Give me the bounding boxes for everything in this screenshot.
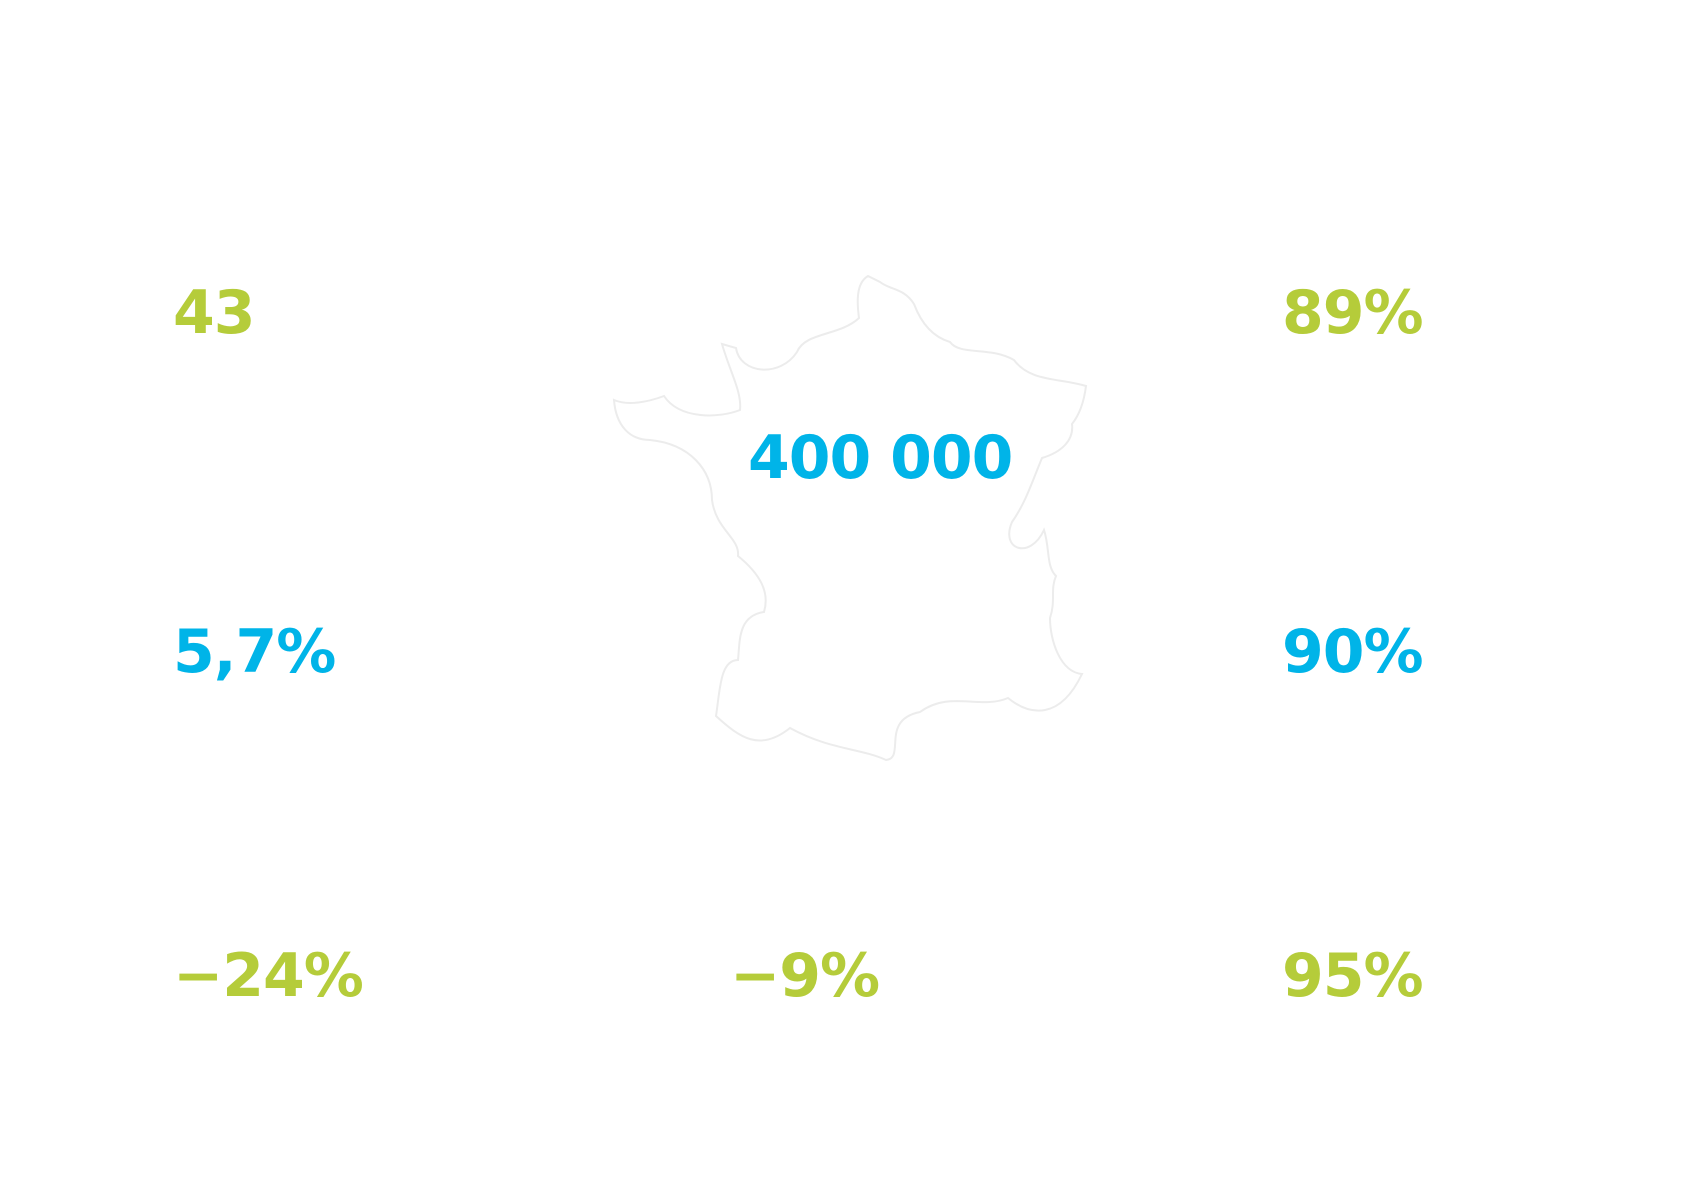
stat-value: 90% [1282,617,1423,687]
stat-value: 89% [1282,278,1423,348]
stats: 43 89% 400 000 5,7% 90% −24% −9% 95% [173,278,1424,1011]
stat-value: 5,7% [173,617,335,687]
stat-value: −24% [173,941,363,1011]
stat-value: 95% [1282,941,1423,1011]
stat-value: −9% [730,941,879,1011]
stat-value: 43 [173,278,255,348]
france-map [612,274,1088,762]
stat-value: 400 000 [748,423,1012,493]
